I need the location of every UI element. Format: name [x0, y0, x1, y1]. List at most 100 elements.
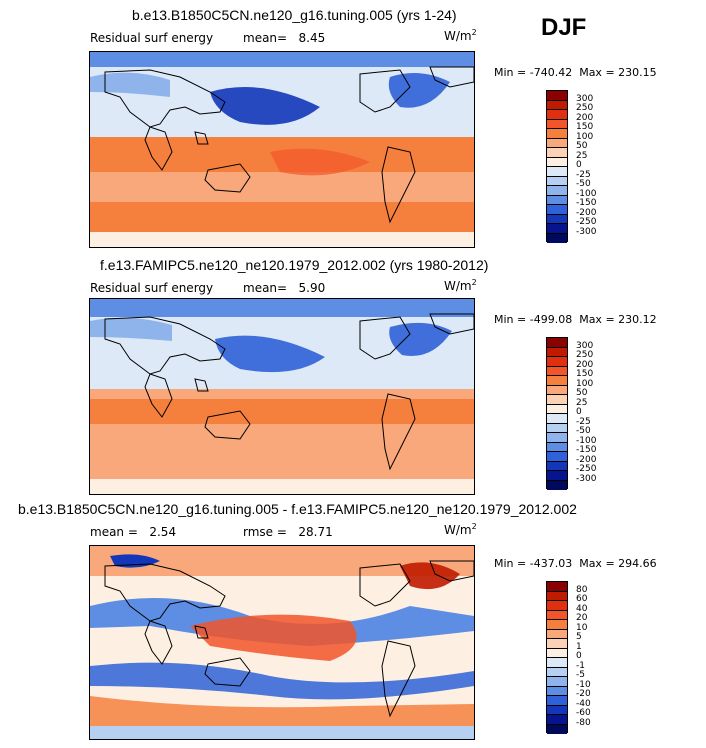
panel-3-map-svg	[90, 546, 474, 739]
colorbar-2-swatch	[547, 433, 567, 443]
colorbar-1-swatch	[547, 119, 567, 129]
colorbar-2-swatch	[547, 395, 567, 405]
colorbar-2-tick-label: -50	[576, 426, 591, 436]
panel-1-map-svg	[90, 52, 474, 247]
colorbar-2-tick-label: -200	[576, 454, 597, 465]
colorbar-2-swatch	[547, 376, 567, 386]
panel-3-minmax: Min = -437.03 Max = 294.66	[494, 557, 657, 570]
panel-3-rmse: rmse = 28.71	[243, 525, 333, 539]
colorbar-1-swatch	[547, 91, 567, 101]
panel-3-rmse-label: rmse =	[243, 525, 287, 539]
colorbar-3-swatch	[547, 610, 567, 620]
colorbar-3-swatch	[547, 705, 567, 715]
panel-2-units-base: W/m	[444, 279, 472, 293]
colorbar-1-tick-label: 250	[576, 103, 594, 113]
colorbar-3-tick-label: 60	[576, 594, 588, 604]
panel-3-title: b.e13.B1850C5CN.ne120_g16.tuning.005 - f…	[18, 501, 577, 517]
panel-1-map	[89, 51, 475, 248]
panel-2-units: W/m2	[444, 278, 477, 293]
colorbar-1-swatch	[547, 129, 567, 139]
colorbar-1-swatch	[547, 110, 567, 120]
colorbar-3-tick-label: -10	[576, 679, 591, 690]
colorbar-1-tick-label: 25	[576, 150, 588, 161]
colorbar-1-tick-label: 100	[576, 131, 594, 142]
colorbar-1-tick-label: 200	[576, 112, 594, 123]
colorbar-1-swatch	[547, 186, 567, 196]
panel-1-units: W/m2	[444, 28, 477, 43]
panel-2-title: f.e13.FAMIPC5.ne120_ne120.1979_2012.002 …	[100, 257, 489, 273]
colorbar-3-tick-label: -1	[576, 660, 585, 671]
colorbar-2-swatch	[547, 357, 567, 367]
colorbar-1-tick-label: -25	[576, 169, 591, 180]
panel-1-max-label: Max =	[579, 66, 619, 79]
colorbar-2-swatch	[547, 471, 567, 481]
panel-1-units-base: W/m	[444, 29, 472, 43]
panel-3-colorbar: 80 60 40 20 10 5 1 0 -1 -5 -10 -20 -40 -60 -80	[546, 581, 606, 734]
colorbar-3-tick-label: 10	[576, 622, 588, 633]
colorbar-3-swatch	[547, 639, 567, 649]
colorbar-3-tick-label: -40	[576, 698, 591, 709]
colorbar-1-swatch	[547, 205, 567, 215]
colorbar-3-swatch	[547, 658, 567, 668]
panel-1-mean-value: 8.45	[298, 31, 326, 45]
panel-2-min-value: -499.08	[529, 313, 573, 326]
colorbar-3-boxes	[546, 581, 568, 734]
colorbar-3-swatch	[547, 591, 567, 601]
season-label: DJF	[541, 14, 587, 41]
colorbar-2-tick-label: -300	[576, 473, 597, 484]
colorbar-2-swatch	[547, 452, 567, 462]
panel-1-title: b.e13.B1850C5CN.ne120_g16.tuning.005 (yr…	[132, 7, 457, 23]
colorbar-3-tick-label: 5	[576, 632, 582, 642]
colorbar-2-tick-label: 250	[576, 350, 594, 360]
panel-2-mean-label: mean=	[243, 281, 288, 295]
colorbar-2-tick-label: -25	[576, 416, 591, 427]
panel-3-max-label: Max =	[579, 557, 619, 570]
colorbar-2-tick-label: 50	[576, 388, 588, 398]
colorbar-3-tick-label: -20	[576, 689, 591, 699]
panel-2-colorbar: 300 250 200 150 100 50 25 0 -25 -50 -100 -150 -200 -2…	[546, 337, 606, 490]
colorbar-2-swatch	[547, 404, 567, 414]
colorbar-2-swatch	[547, 480, 567, 490]
panel-3-units-exp: 2	[471, 522, 477, 531]
colorbar-1-boxes	[546, 90, 568, 243]
colorbar-2-swatch	[547, 423, 567, 433]
panel-2-map-svg	[90, 299, 474, 494]
colorbar-2-swatch	[547, 385, 567, 395]
colorbar-1-swatch	[547, 148, 567, 158]
colorbar-1-swatch	[547, 195, 567, 205]
panel-3-units-base: W/m	[444, 523, 472, 537]
panel-1-min-label: Min =	[494, 66, 530, 79]
colorbar-3-tick-label: 80	[576, 584, 588, 595]
panel-2-mean: mean= 5.90	[243, 281, 325, 295]
colorbar-3-swatch	[547, 582, 567, 592]
colorbar-2-tick-label: -150	[576, 445, 597, 455]
colorbar-3-tick-label: 0	[576, 651, 582, 661]
colorbar-3-swatch	[547, 724, 567, 734]
panel-3-mean-value: 2.54	[149, 525, 177, 539]
colorbar-2-swatch	[547, 442, 567, 452]
colorbar-3-swatch	[547, 667, 567, 677]
panel-2-max-label: Max =	[579, 313, 619, 326]
panel-3-mean-label: mean =	[90, 525, 138, 539]
colorbar-3-swatch	[547, 601, 567, 611]
colorbar-3-tick-label: 20	[576, 613, 588, 623]
panel-1-min-value: -740.42	[529, 66, 573, 79]
colorbar-2-swatch	[547, 461, 567, 471]
panel-3-units: W/m2	[444, 522, 477, 537]
panel-1-field-label: Residual surf energy	[90, 31, 214, 45]
colorbar-3-tick-label: -5	[576, 670, 585, 680]
colorbar-3-tick-label: 40	[576, 603, 588, 614]
colorbar-1-tick-label: 150	[576, 122, 594, 132]
panel-1-max-value: 230.15	[618, 66, 657, 79]
colorbar-1-tick-label: 0	[576, 160, 582, 170]
colorbar-1-tick-label: -300	[576, 226, 597, 237]
panel-3-rmse-value: 28.71	[298, 525, 333, 539]
panel-3-min-value: -437.03	[529, 557, 573, 570]
colorbar-1-swatch	[547, 138, 567, 148]
panel-2-minmax: Min = -499.08 Max = 230.12	[494, 313, 657, 326]
panel-2-max-value: 230.12	[618, 313, 657, 326]
panel-3-mean: mean = 2.54	[90, 525, 176, 539]
colorbar-3-swatch	[547, 620, 567, 630]
colorbar-3-tick-label: 1	[576, 641, 582, 652]
colorbar-1-tick-label: -100	[576, 188, 597, 199]
